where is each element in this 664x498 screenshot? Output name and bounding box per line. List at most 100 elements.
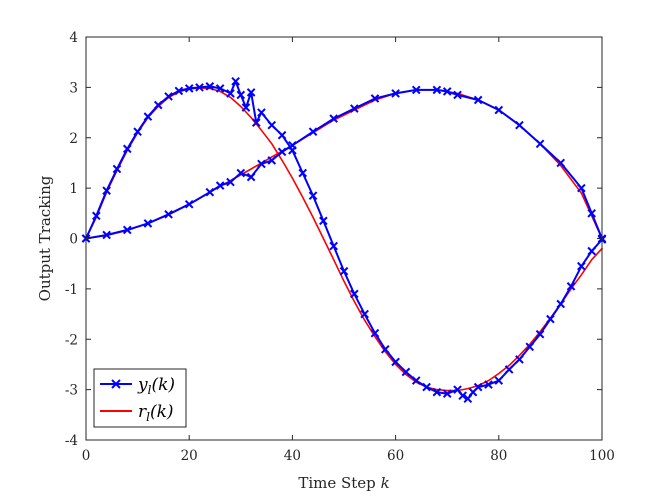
series-y-curve-1-marker xyxy=(153,100,163,110)
series-y-curve-2-marker xyxy=(308,127,318,137)
series-y-curve-1-marker xyxy=(566,282,576,291)
series-y-curve-2-marker xyxy=(350,104,359,113)
y-axis-label: Output Tracking xyxy=(36,175,54,301)
series-y-curve-1-marker xyxy=(195,83,204,92)
legend-label-y: yl(k) xyxy=(137,375,175,397)
series-y-curve-1-marker xyxy=(308,191,318,200)
series-y-curve-2-marker xyxy=(587,209,596,218)
series-y-curve-2-marker xyxy=(205,187,215,197)
series-y-curve-2-marker xyxy=(236,168,246,178)
series-y-curve-2-marker xyxy=(370,94,380,103)
y-tick-label: -3 xyxy=(65,383,78,399)
series-y-curve-2-marker xyxy=(411,85,421,95)
series-y-curve-1-marker xyxy=(329,241,338,251)
series-y-curve-2-marker xyxy=(453,90,462,100)
series-y-curve-2-marker xyxy=(442,87,452,96)
series-y-curve-2-marker xyxy=(102,230,111,240)
y-tick-label: 4 xyxy=(69,30,78,46)
series-y-curve-1-marker xyxy=(267,120,277,130)
series-y-curve-1-marker xyxy=(319,216,328,226)
legend-box xyxy=(93,368,187,428)
y-tick-label: 2 xyxy=(69,131,78,147)
x-axis-label: Time Step k xyxy=(298,474,389,492)
x-tick-label: 20 xyxy=(181,448,198,464)
series-y-curve-1-marker xyxy=(525,342,535,352)
series-y-curve-1-marker xyxy=(215,84,225,93)
series-y-curve-2-marker xyxy=(164,210,173,219)
y-tick-label: -4 xyxy=(65,433,78,449)
series-y-curve-2-marker xyxy=(515,120,524,130)
series-y-curve-2-marker xyxy=(257,159,266,169)
series-layer xyxy=(81,77,607,404)
series-y-curve-1-marker xyxy=(102,186,111,195)
series-y-curve-1-marker xyxy=(277,130,287,140)
series-y-curve-2-marker xyxy=(277,147,287,157)
series-y-curve-1-marker xyxy=(515,355,524,364)
series-y-curve-1-marker xyxy=(112,164,122,174)
series-y-curve-1-marker xyxy=(143,112,153,121)
series-y-curve-1-marker xyxy=(380,345,390,354)
series-y-curve-2-marker xyxy=(432,85,442,95)
y-tick-label: 0 xyxy=(69,232,78,248)
series-y-curve-1-marker xyxy=(391,357,400,367)
series-y-curve-2-marker xyxy=(184,199,194,209)
series-y-curve-2-marker xyxy=(556,158,566,168)
series-y-curve-1-marker xyxy=(246,88,256,97)
legend-label-r: rl(k) xyxy=(138,402,174,424)
series-y-curve-2-marker xyxy=(494,105,504,115)
series-y-curve-2-marker xyxy=(246,172,256,182)
x-tick-label: 80 xyxy=(490,448,507,464)
series-y-curve-1-marker xyxy=(236,90,246,100)
series-y-curve-1-marker xyxy=(546,314,555,324)
series-y-curve-1-marker xyxy=(298,168,308,178)
y-tick-label: -2 xyxy=(65,332,78,348)
series-y-curve-1-marker xyxy=(422,382,431,392)
series-y-curve-2-marker xyxy=(288,140,297,150)
series-y-curve-1-marker xyxy=(494,376,504,385)
series-y-curve-2-marker xyxy=(267,156,277,165)
x-tick-label: 60 xyxy=(387,448,404,464)
legend: yl(k) rl(k) xyxy=(93,368,187,428)
series-y-curve-1-marker xyxy=(339,266,349,276)
series-y-curve-2-marker xyxy=(122,225,132,235)
series-y-curve-2-marker xyxy=(577,183,586,193)
series-y-curve-1-marker xyxy=(174,86,184,96)
series-y-curve-2-marker xyxy=(473,95,483,105)
series-y-curve-1-marker xyxy=(92,211,101,221)
series-y-curve-1-marker xyxy=(432,387,442,397)
axes-layer: 0 20 40 60 80 100 4 3 2 1 0 -1 -2 -3 -4 xyxy=(65,30,615,464)
series-y-curve-1-marker xyxy=(231,77,240,86)
series-y-curve-2-marker xyxy=(391,89,400,98)
series-y-curve-1-marker xyxy=(504,365,514,374)
series-y-curve-1-marker xyxy=(458,391,467,400)
x-tick-label: 40 xyxy=(284,448,301,464)
series-y-curve-1-marker xyxy=(587,246,596,256)
x-tick-label: 0 xyxy=(82,448,91,464)
series-y-curve-1-marker xyxy=(442,389,452,398)
series-y-curve-1-marker xyxy=(370,328,380,338)
series-y-curve-1-marker xyxy=(473,382,483,392)
y-tick-label: 3 xyxy=(69,80,78,96)
series-y-curve-1-marker xyxy=(401,367,411,377)
series-y-curve-1-marker xyxy=(577,261,586,271)
series-y-curve-1-marker xyxy=(350,289,359,299)
series-y-curve-1-marker xyxy=(484,380,493,389)
series-y-curve-1-marker xyxy=(535,329,545,339)
series-y-curve-1-marker xyxy=(133,127,142,137)
series-y-curve-2-marker xyxy=(535,139,545,149)
series-y-curve-1-marker xyxy=(226,89,235,98)
series-y-curve-1-marker xyxy=(164,92,173,101)
series-y-curve-1-marker xyxy=(241,103,251,112)
series-y-curve-2-marker xyxy=(143,219,153,228)
series-y-curve-1-marker xyxy=(257,108,266,117)
legend-marker-x xyxy=(111,379,121,389)
series-y-curve-1-marker xyxy=(122,144,132,154)
series-y-curve-1-marker xyxy=(251,118,261,127)
series-y-curve-2-marker xyxy=(226,177,235,187)
series-y-curve-2-marker xyxy=(329,114,338,123)
y-tick-label: -1 xyxy=(65,282,78,298)
series-y-curve-1-marker xyxy=(556,299,566,309)
series-y-curve-2-marker xyxy=(215,181,225,190)
y-tick-label: 1 xyxy=(69,181,78,197)
